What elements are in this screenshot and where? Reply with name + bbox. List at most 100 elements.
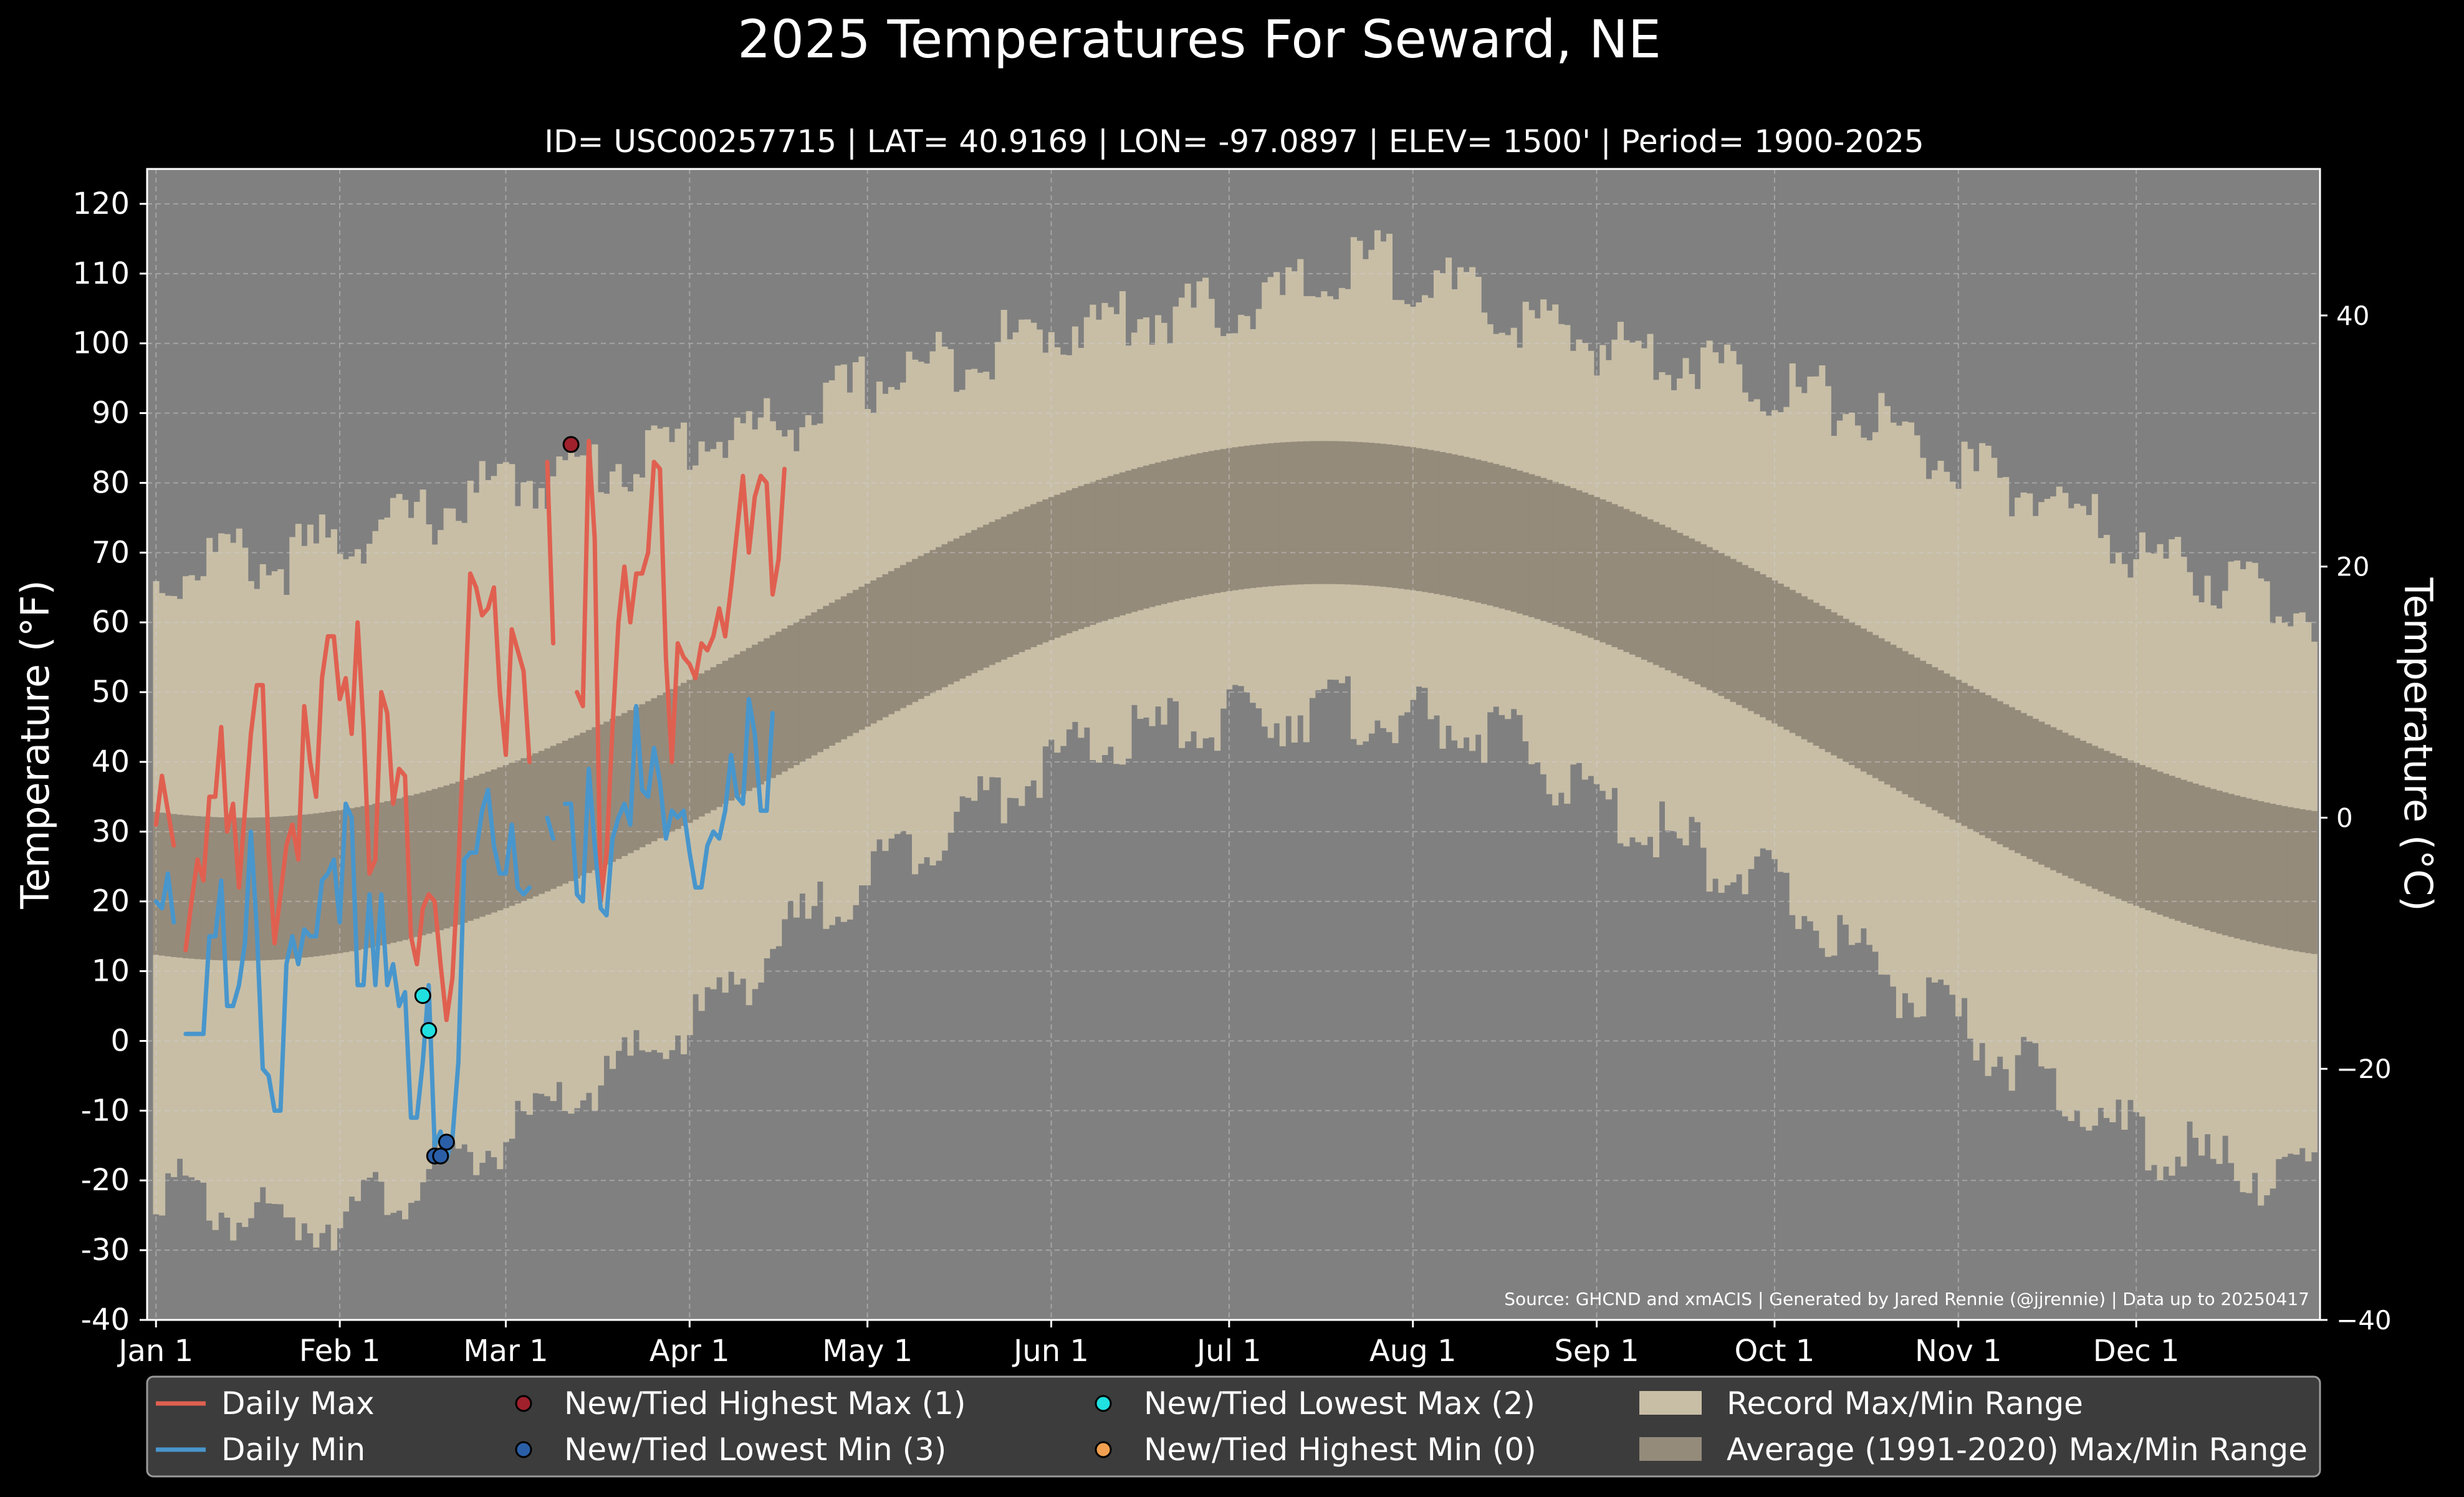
- normal-bar: [2038, 721, 2045, 865]
- normal-bar: [1166, 460, 1174, 603]
- normal-bar: [2139, 765, 2146, 908]
- normal-bar: [366, 805, 373, 948]
- normal-bar: [1789, 590, 1796, 733]
- normal-bar: [1279, 442, 1286, 585]
- normal-bar: [906, 562, 913, 705]
- normal-bar: [159, 812, 166, 956]
- legend-marker-swatch: [1095, 1395, 1112, 1412]
- normal-bar: [858, 587, 865, 730]
- normal-bar: [1101, 478, 1108, 621]
- normal-bar: [1706, 547, 1713, 690]
- normal-bar: [1890, 645, 1897, 788]
- normal-bar: [1273, 443, 1280, 586]
- normal-bar: [426, 791, 433, 934]
- normal-bar: [1647, 519, 1654, 663]
- legend-marker-swatch: [1095, 1441, 1112, 1458]
- normal-bar: [716, 663, 723, 807]
- normal-bar: [2062, 733, 2069, 876]
- normal-bar: [401, 797, 409, 940]
- normal-bar: [2091, 746, 2098, 889]
- normal-bar: [835, 599, 841, 743]
- y-tick-label: 40: [92, 744, 130, 779]
- normal-bar: [1161, 461, 1167, 604]
- normal-bar: [1143, 465, 1150, 609]
- normal-bar: [2150, 769, 2158, 913]
- normal-bar: [1836, 615, 1843, 759]
- normal-bar: [1350, 441, 1357, 585]
- normal-bar: [888, 571, 895, 715]
- legend-patch-swatch: [1639, 1437, 1702, 1461]
- legend-label: New/Tied Lowest Max (2): [1144, 1385, 1535, 1422]
- normal-bar: [2234, 795, 2241, 939]
- normal-bar: [1487, 462, 1493, 606]
- normal-bar: [1362, 442, 1369, 585]
- normal-bar: [793, 622, 800, 766]
- normal-bar: [1848, 622, 1855, 766]
- normal-bar: [2186, 781, 2193, 925]
- normal-bar: [1445, 453, 1452, 597]
- normal-bar: [740, 651, 747, 794]
- daily-min-line: [153, 696, 775, 1162]
- normal-bar: [1599, 499, 1606, 643]
- x-tick-label: Jun 1: [1012, 1334, 1089, 1369]
- normal-bar: [1250, 445, 1257, 589]
- normal-bar: [651, 698, 658, 842]
- normal-bar: [372, 804, 379, 947]
- normal-bar: [2103, 751, 2110, 894]
- normal-bar: [1730, 559, 1737, 702]
- normal-bar: [728, 657, 735, 801]
- normal-bar: [1392, 445, 1399, 589]
- normal-bar: [2127, 760, 2134, 904]
- normal-bar: [1925, 663, 1932, 807]
- normal-bar: [2086, 743, 2092, 887]
- normal-bar: [224, 817, 231, 961]
- normal-bar: [870, 580, 877, 724]
- normal-bar: [1255, 444, 1262, 588]
- normal-bar: [1907, 654, 1915, 797]
- normal-bar: [1522, 472, 1529, 615]
- y-tick-label: 20: [92, 884, 130, 919]
- normal-bar: [894, 568, 901, 711]
- normal-bar: [787, 625, 794, 769]
- normal-bar: [1137, 467, 1144, 610]
- normal-bar: [1184, 455, 1191, 599]
- normal-bar: [580, 733, 587, 876]
- normal-bar: [2050, 727, 2057, 870]
- normal-bar: [1321, 441, 1328, 584]
- normal-bar: [2174, 777, 2182, 921]
- normal-bar: [485, 771, 492, 915]
- y-right-tick-label: −40: [2336, 1305, 2392, 1336]
- record-markers: [414, 436, 580, 1165]
- y-axis-label-right: Temperature (°C): [2395, 577, 2441, 911]
- normal-bar: [526, 756, 533, 899]
- normal-bar: [449, 783, 456, 927]
- normal-bar: [532, 753, 539, 897]
- normal-bar: [2020, 713, 2027, 856]
- normal-bar: [947, 541, 954, 685]
- normal-bar: [1635, 514, 1642, 657]
- normal-bar: [2311, 811, 2318, 955]
- legend-marker-swatch: [515, 1395, 532, 1412]
- normal-bar: [1042, 499, 1049, 643]
- normal-bar: [1824, 609, 1831, 753]
- normal-bar: [686, 680, 693, 823]
- normal-bar: [1676, 532, 1684, 676]
- normal-bar: [1303, 441, 1310, 585]
- y-tick-label: -30: [81, 1233, 130, 1268]
- normal-bar: [2003, 704, 2010, 847]
- normal-bar: [1024, 506, 1031, 650]
- normal-bar: [983, 524, 990, 668]
- normal-bar: [378, 802, 385, 946]
- normal-bar: [1416, 448, 1422, 592]
- normal-bar: [2056, 729, 2063, 874]
- normal-bar: [1238, 446, 1245, 590]
- x-tick-label: Nov 1: [1915, 1334, 2001, 1369]
- normal-bar: [1819, 605, 1826, 749]
- normal-bar: [2015, 710, 2021, 854]
- normal-bar: [1345, 441, 1351, 585]
- y-tick-label: 90: [92, 396, 130, 431]
- normal-bar: [301, 814, 308, 958]
- normal-bar: [805, 615, 812, 759]
- normal-bar: [1409, 447, 1417, 590]
- normal-bar: [1831, 612, 1838, 756]
